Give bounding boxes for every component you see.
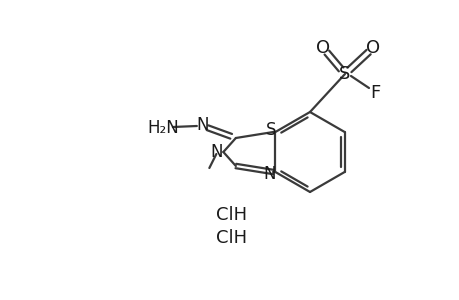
Text: O: O — [365, 39, 379, 57]
Text: F: F — [369, 84, 379, 102]
Text: O: O — [315, 39, 330, 57]
Text: N: N — [263, 165, 275, 183]
Text: ClH: ClH — [216, 229, 247, 247]
Text: ClH: ClH — [216, 206, 247, 224]
Text: H₂N: H₂N — [147, 119, 179, 137]
Text: S: S — [265, 121, 276, 139]
Text: S: S — [339, 65, 350, 83]
Text: N: N — [210, 143, 222, 161]
Text: N: N — [196, 116, 209, 134]
